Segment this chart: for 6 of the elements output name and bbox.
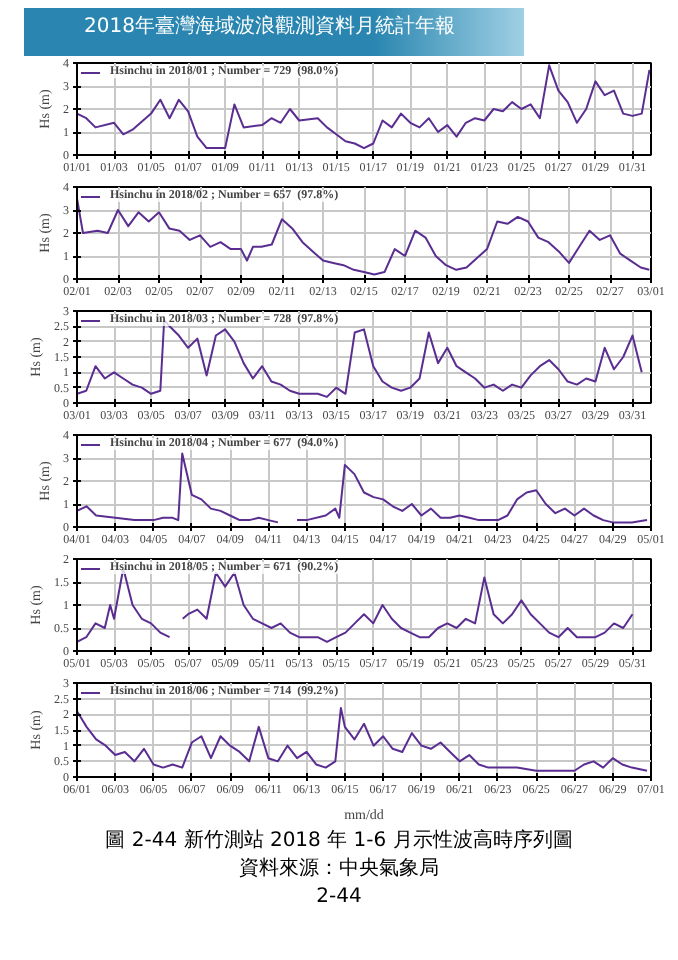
caption: 圖 2-44 新竹測站 2018 年 1-6 月示性波高時序列圖 bbox=[105, 828, 573, 856]
line-series bbox=[77, 707, 649, 772]
line-series bbox=[77, 64, 651, 150]
chart-title: 2018年臺灣海域波浪觀測資料月統計年報 bbox=[84, 14, 455, 42]
text: 2-44 bbox=[316, 884, 362, 912]
source-note: 資料來源：中央氣象局 bbox=[239, 856, 439, 884]
